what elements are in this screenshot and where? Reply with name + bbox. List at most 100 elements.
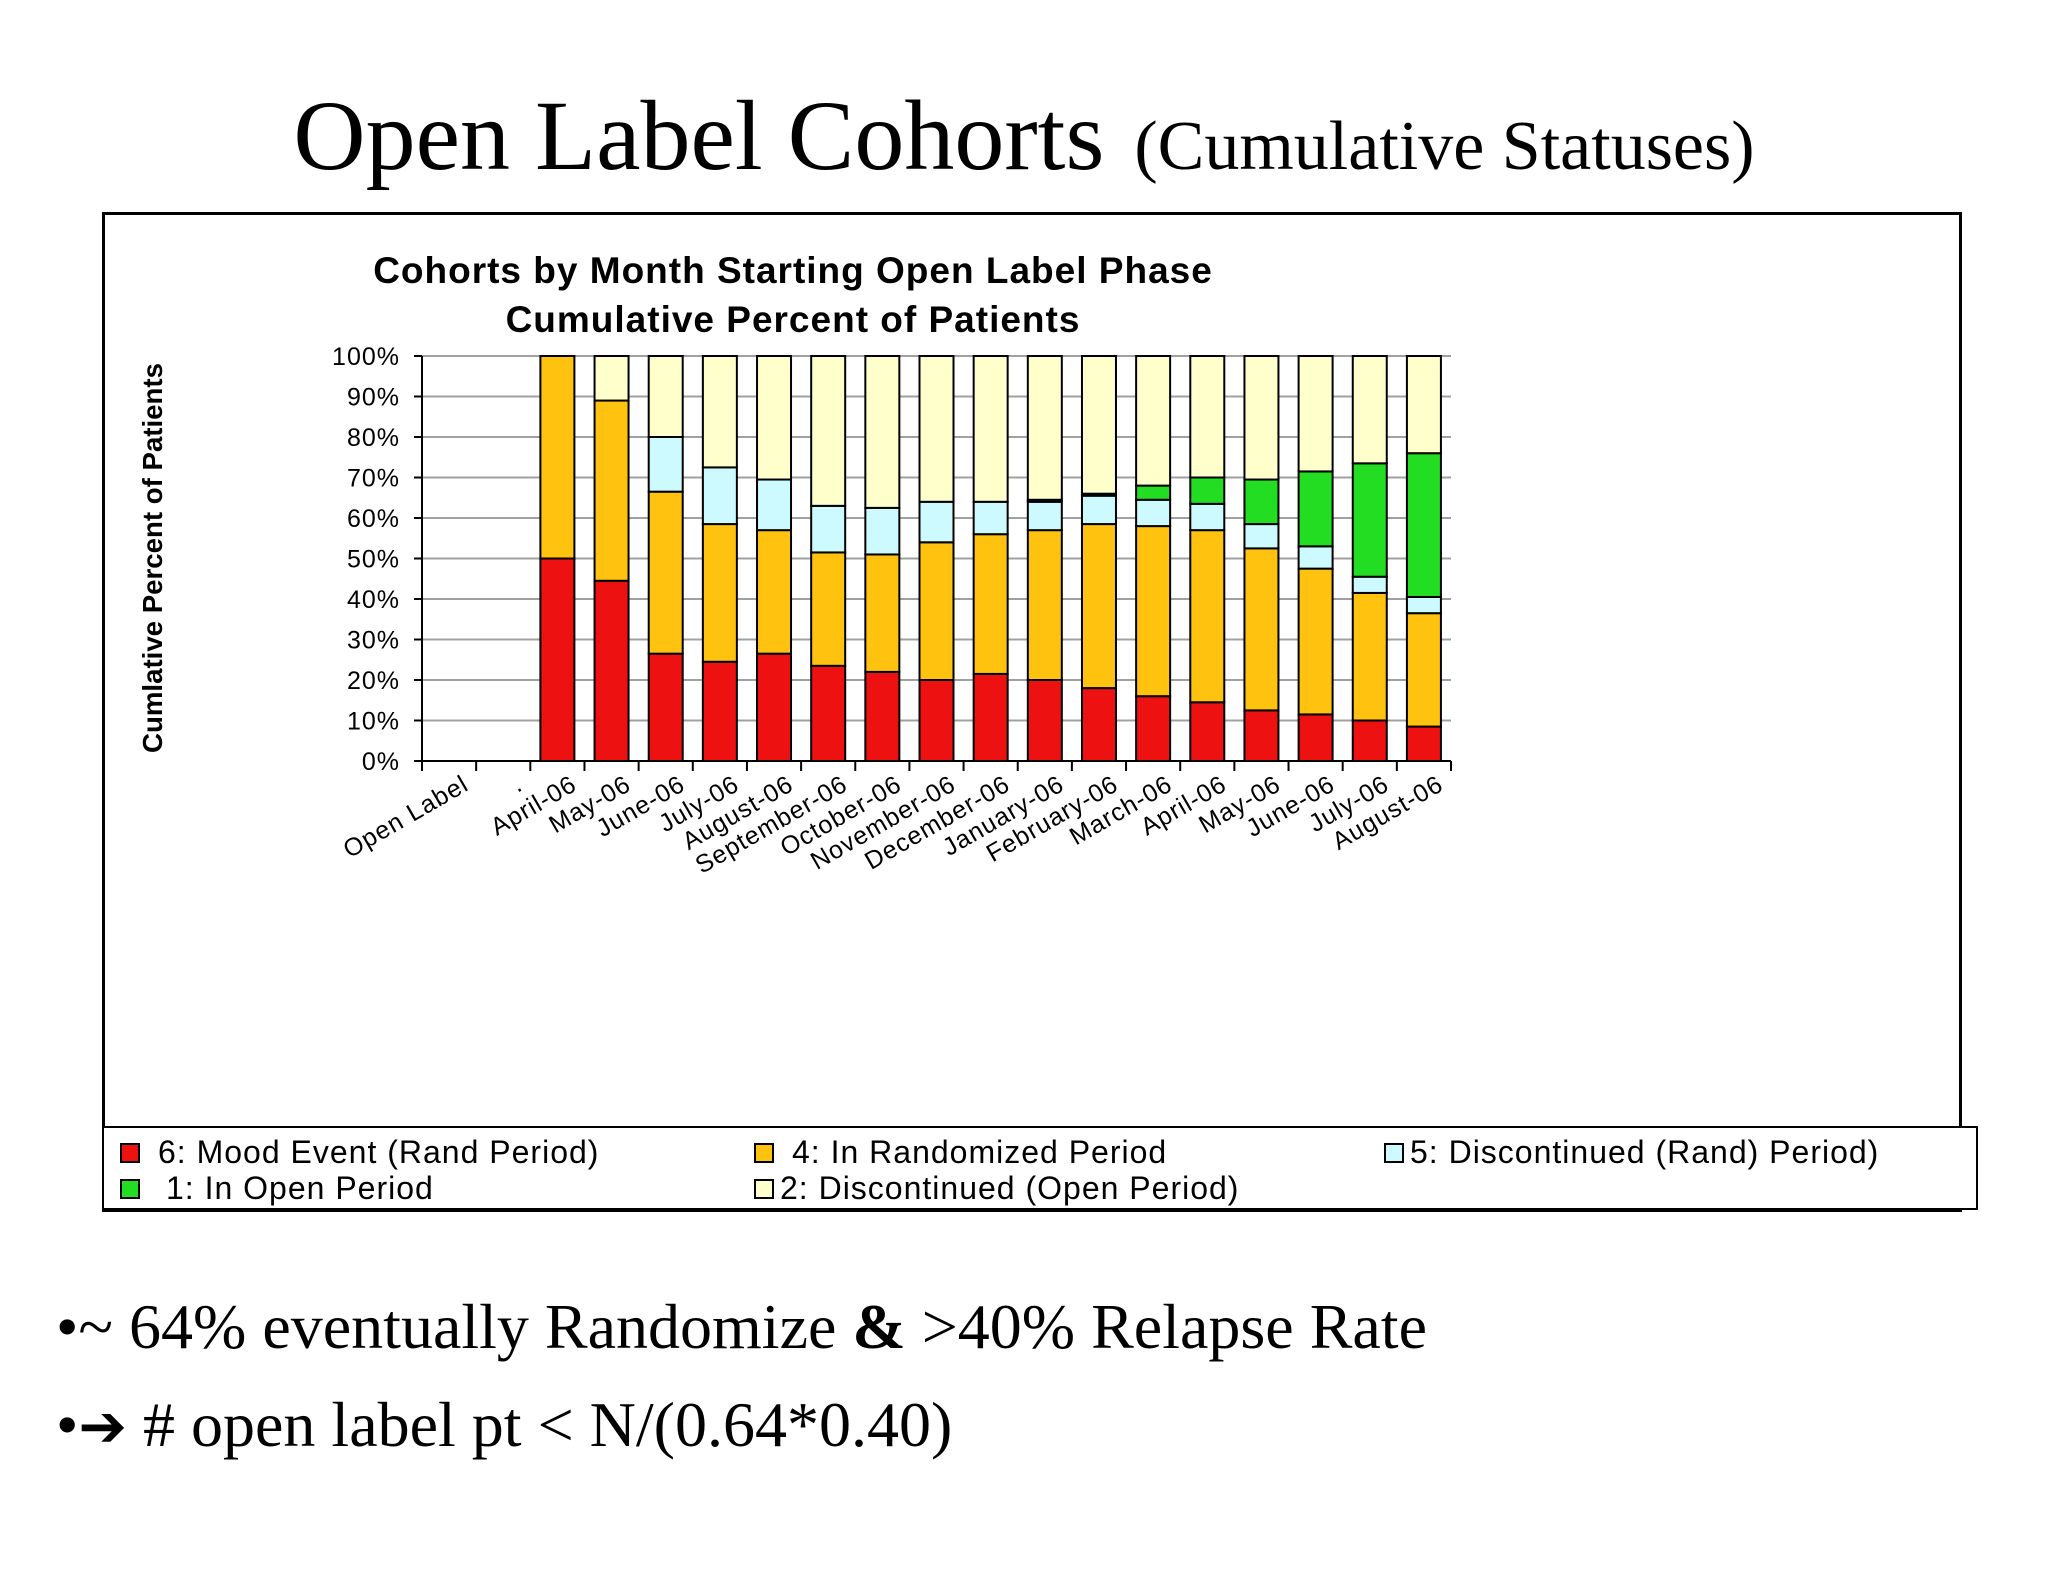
bullet-text-bold: & xyxy=(852,1291,906,1362)
bar-segment xyxy=(1351,355,1388,465)
bar-segment xyxy=(1189,529,1226,704)
bar-segment xyxy=(1189,701,1226,762)
bar-segment xyxy=(539,355,576,560)
bar-segment xyxy=(1243,355,1280,481)
bar-segment xyxy=(593,399,630,582)
bar-segment xyxy=(1405,612,1442,728)
bar-segment xyxy=(918,679,955,762)
bullet-open-label-formula: •➔ # open label pt < N/(0.64*0.40) xyxy=(56,1388,1427,1486)
slide-title-main: Open Label Cohorts xyxy=(293,80,1105,191)
bullet-text: >40% Relapse Rate xyxy=(905,1291,1427,1362)
bar-segment xyxy=(864,670,901,762)
bar-segment xyxy=(1405,595,1442,615)
bullet-marker: • xyxy=(56,1291,79,1362)
bar-segment xyxy=(647,436,684,493)
y-tick-label: 80% xyxy=(347,424,400,452)
bar-segment xyxy=(756,529,793,655)
legend-label-discontinued-rand: 5: Discontinued (Rand) Period) xyxy=(1410,1134,1880,1170)
legend-item-discontinued-rand: 5: Discontinued (Rand) Period) xyxy=(1384,1134,1879,1171)
y-tick-label: 60% xyxy=(347,505,400,533)
bar-segment xyxy=(1297,713,1334,762)
slide-title: Open Label Cohorts (Cumulative Statuses) xyxy=(0,78,2048,193)
legend-swatch-in-randomized xyxy=(754,1142,774,1163)
y-axis-label: Cumlative Percent of Patients xyxy=(137,363,168,753)
x-tick-label: Open Label xyxy=(339,770,474,864)
bar-segment xyxy=(1297,470,1334,548)
bar-segment xyxy=(1297,355,1334,473)
legend-item-in-randomized: 4: In Randomized Period xyxy=(754,1134,1167,1171)
bar-segment xyxy=(1135,525,1172,698)
chart-legend: 6: Mood Event (Rand Period) 4: In Random… xyxy=(102,1126,1978,1210)
bar-segment xyxy=(1135,695,1172,763)
bar-segment xyxy=(918,500,955,544)
chart-subtitle: Cumulative Percent of Patients xyxy=(506,299,1081,340)
bar-segment xyxy=(1135,498,1172,528)
chart-frame: Cohorts by Month Starting Open Label Pha… xyxy=(102,212,1962,1212)
legend-swatch-in-open xyxy=(120,1178,140,1199)
y-tick-label: 40% xyxy=(347,586,400,614)
bar-segment xyxy=(701,523,738,663)
bar-segment xyxy=(1297,545,1334,570)
y-tick-label: 90% xyxy=(347,384,400,412)
bar-segment xyxy=(1189,502,1226,532)
bar-segment xyxy=(539,557,576,762)
bar-segment xyxy=(918,355,955,503)
y-tick-label: 70% xyxy=(347,465,400,493)
legend-item-in-open: 1: In Open Period xyxy=(120,1170,434,1207)
bar-segment xyxy=(1297,567,1334,716)
bar-segment xyxy=(972,355,1009,503)
bar-segment xyxy=(1405,452,1442,598)
bar-segment xyxy=(1351,575,1388,594)
bar-segment xyxy=(1243,709,1280,762)
chart-title: Cohorts by Month Starting Open Label Pha… xyxy=(373,250,1213,291)
bar-segment xyxy=(1026,529,1063,681)
stacked-bar-chart: Cohorts by Month Starting Open Label Pha… xyxy=(137,250,1452,879)
bar-segment xyxy=(972,533,1009,675)
y-tick-label: 100% xyxy=(332,343,400,371)
bar-segment xyxy=(864,553,901,673)
bullet-marker: • xyxy=(56,1389,79,1460)
bar-segment xyxy=(1080,494,1117,526)
bar-segment xyxy=(756,652,793,762)
bar-segment xyxy=(1243,547,1280,712)
right-arrow-icon: ➔ xyxy=(78,1392,128,1460)
bullet-list: •~ 64% eventually Randomize & >40% Relap… xyxy=(56,1290,1427,1486)
bar-segment xyxy=(1351,591,1388,722)
bar-segment xyxy=(756,478,793,532)
bar-segment xyxy=(756,355,793,481)
bar-segment xyxy=(1026,355,1063,501)
legend-item-discontinued-open: 2: Discontinued (Open Period) xyxy=(754,1170,1239,1207)
bar-segment xyxy=(1026,500,1063,532)
y-tick-label: 30% xyxy=(347,627,400,655)
bar-segment xyxy=(1080,687,1117,763)
bar-segment xyxy=(972,500,1009,536)
bar-segment xyxy=(1351,719,1388,762)
bar-segment xyxy=(864,506,901,556)
legend-label-in-randomized: 4: In Randomized Period xyxy=(792,1134,1168,1170)
bullet-text: # open label pt < N/(0.64*0.40) xyxy=(127,1389,953,1460)
bar-segment xyxy=(810,504,847,554)
bar-segment xyxy=(701,355,738,469)
legend-label-mood-event: 6: Mood Event (Rand Period) xyxy=(158,1134,600,1170)
bar-segment xyxy=(972,672,1009,762)
bar-segment xyxy=(593,355,630,402)
bar-segment xyxy=(1135,355,1172,487)
bar-segment xyxy=(701,660,738,762)
bar-segment xyxy=(701,466,738,526)
bar-segment xyxy=(1351,462,1388,578)
legend-swatch-discontinued-rand xyxy=(1384,1142,1404,1163)
bar-segment xyxy=(593,579,630,762)
bar-segment xyxy=(647,490,684,655)
bar-segment xyxy=(810,664,847,763)
y-tick-label: 0% xyxy=(362,748,400,776)
legend-swatch-mood-event xyxy=(120,1142,140,1163)
bar-segment xyxy=(810,551,847,667)
bullet-randomize-relapse: •~ 64% eventually Randomize & >40% Relap… xyxy=(56,1290,1427,1388)
bar-segment xyxy=(1189,476,1226,505)
bar-segment xyxy=(1189,355,1226,479)
bar-segment xyxy=(647,355,684,438)
y-tick-label: 50% xyxy=(347,546,400,574)
legend-item-mood-event: 6: Mood Event (Rand Period) xyxy=(120,1134,599,1171)
bar-segment xyxy=(1080,523,1117,690)
bar-segment xyxy=(1135,484,1172,501)
